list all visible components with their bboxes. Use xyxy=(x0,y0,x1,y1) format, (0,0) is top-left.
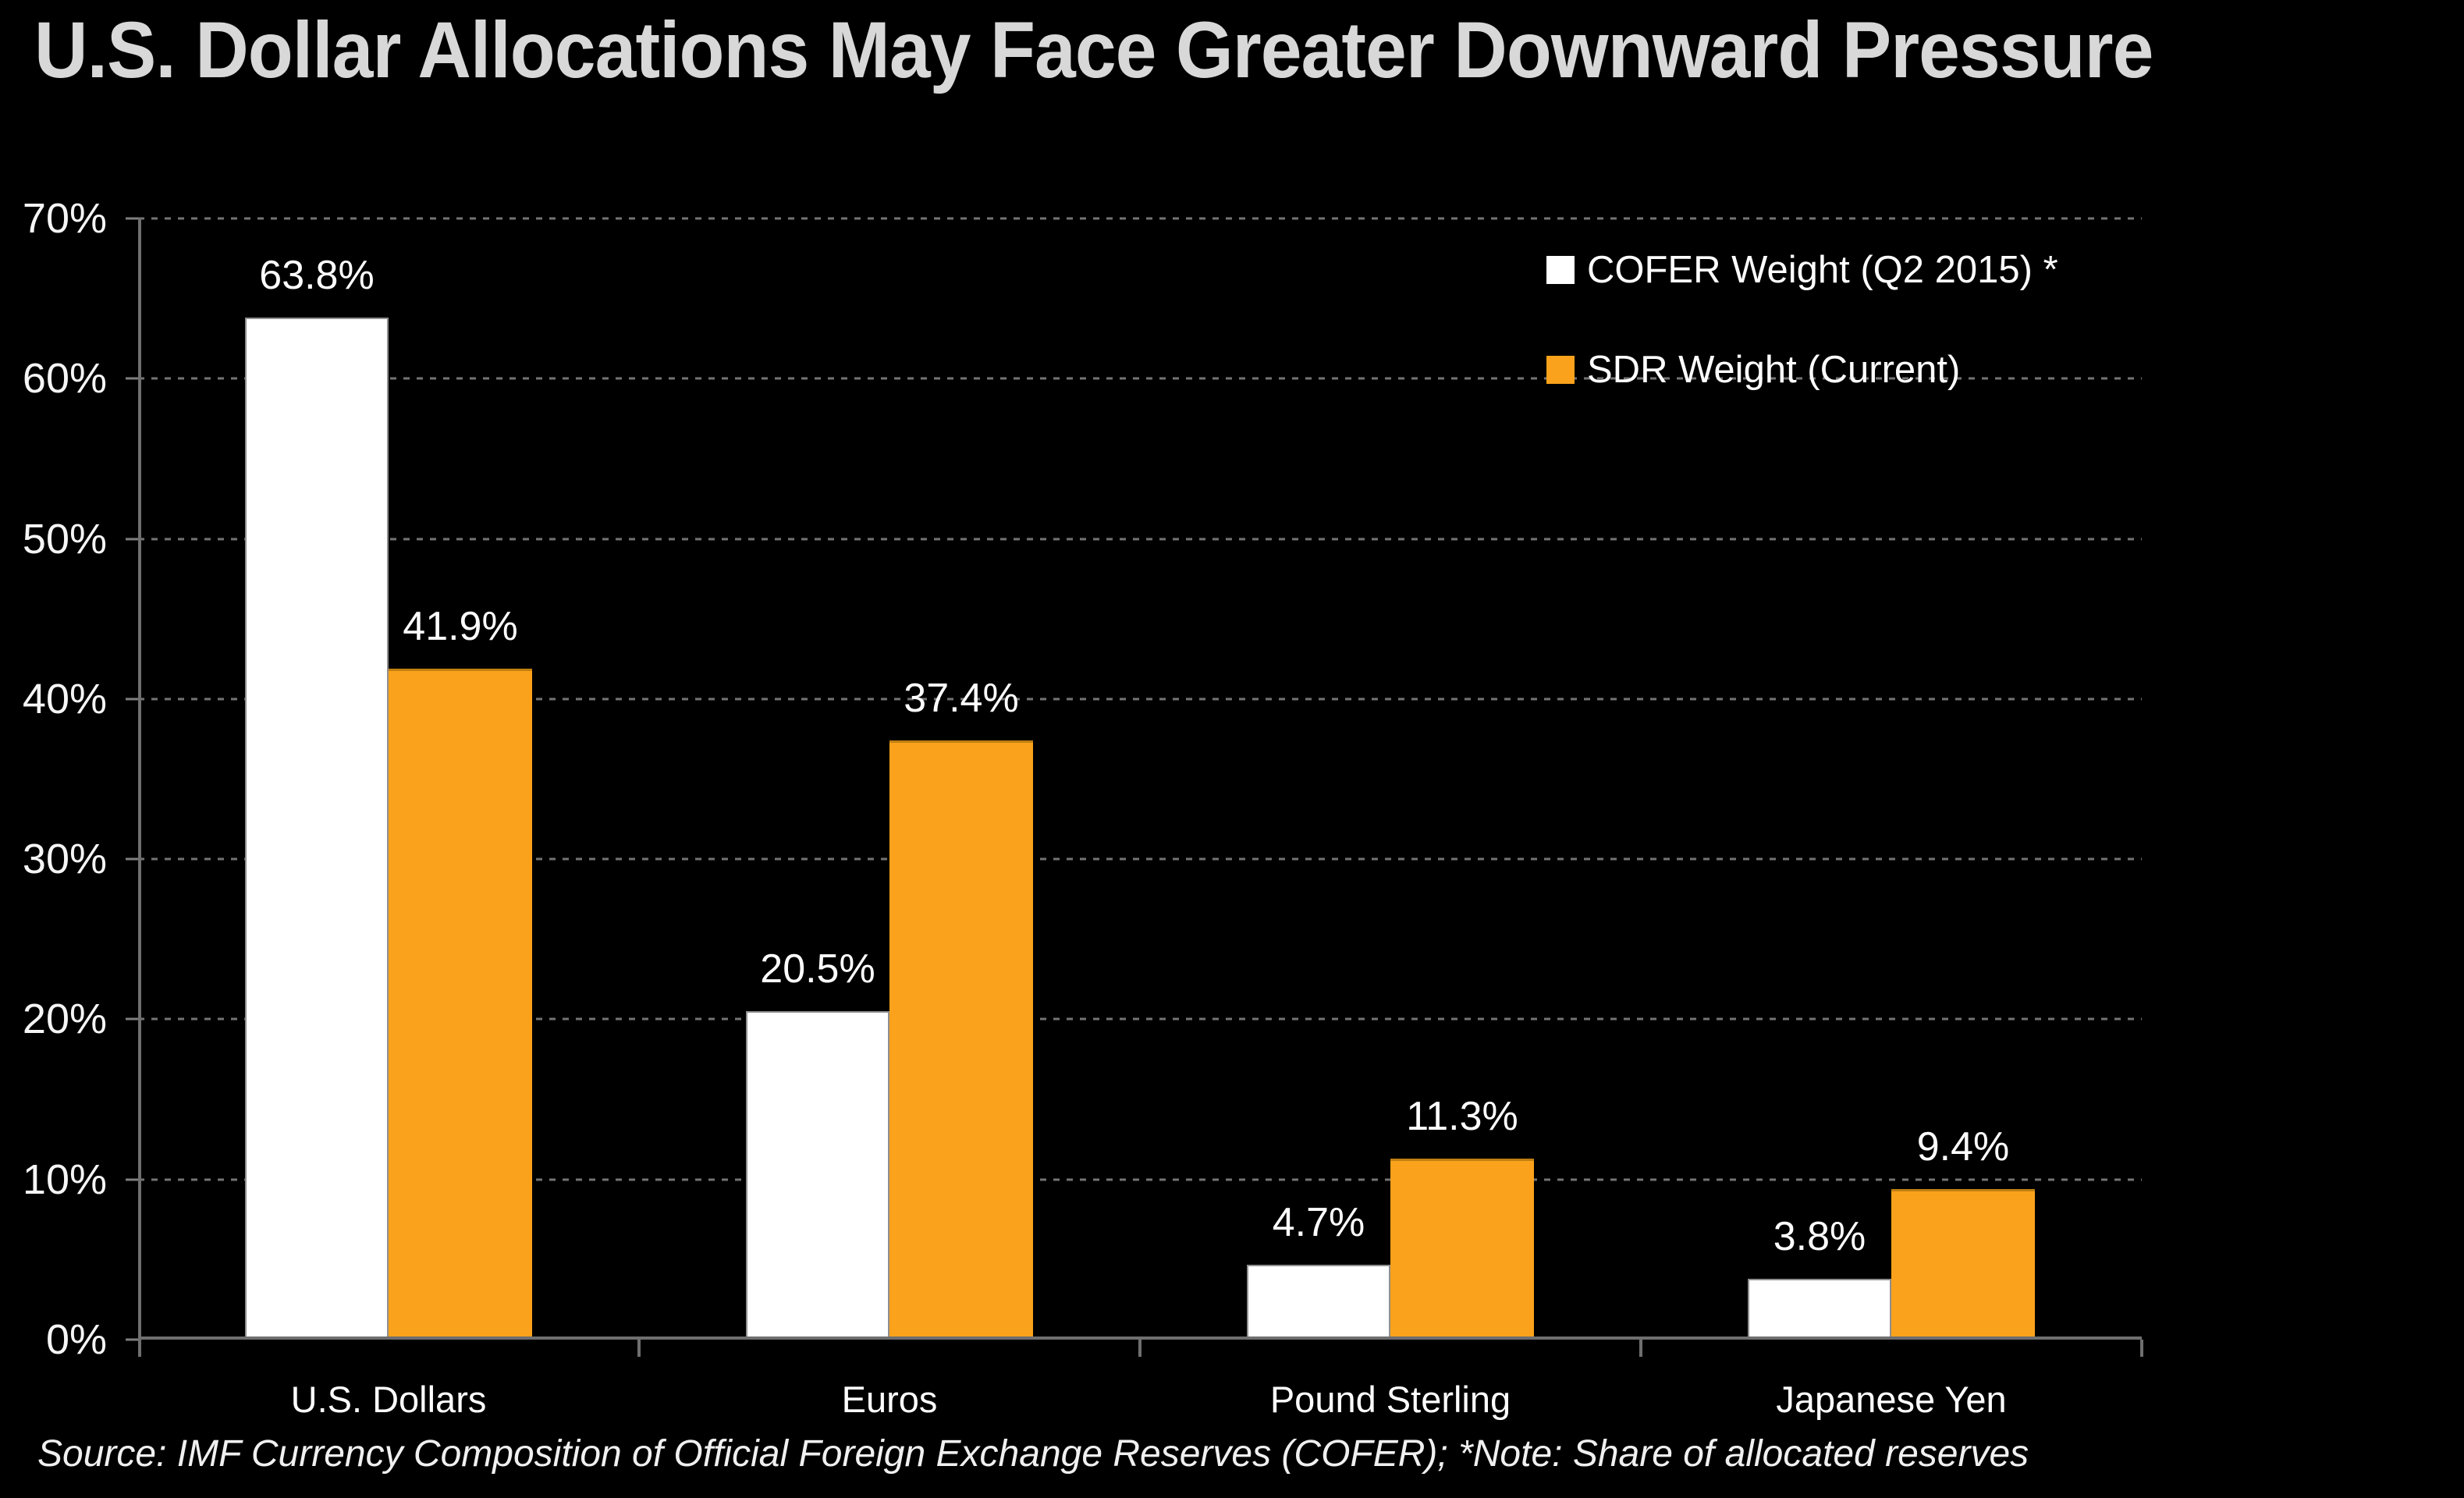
category-label-euros: Euros xyxy=(841,1379,938,1420)
legend-item-cofer: COFER Weight (Q2 2015) * xyxy=(1546,248,2058,292)
category-group-euros: 20.5% 37.4% xyxy=(639,218,1140,1340)
bar-value-label: 3.8% xyxy=(1773,1214,1866,1259)
y-axis-label: 50% xyxy=(22,515,107,563)
x-axis-tick xyxy=(637,1340,641,1357)
bar-value-label: 63.8% xyxy=(259,253,375,299)
bar-value-label: 20.5% xyxy=(760,946,875,992)
category-group-japanese-yen: 3.8% 9.4% xyxy=(1641,218,2142,1340)
bars-region: 63.8% 41.9% 20.5% 37.4% xyxy=(138,218,2142,1340)
bar-value-label: 41.9% xyxy=(403,603,518,649)
x-axis-line xyxy=(138,1336,2142,1340)
bar-value-label: 37.4% xyxy=(904,676,1019,722)
legend-swatch-white xyxy=(1546,256,1575,284)
y-axis-tick xyxy=(126,377,138,380)
y-axis-label: 10% xyxy=(22,1155,107,1203)
x-axis-tick xyxy=(1639,1340,1642,1357)
bar-sdr-us-dollars: 41.9% xyxy=(389,604,532,1340)
bar-value-label: 11.3% xyxy=(1406,1094,1518,1140)
y-axis-line xyxy=(138,218,141,1357)
bar-value-label: 4.7% xyxy=(1272,1199,1365,1245)
y-axis-label: 0% xyxy=(45,1316,107,1363)
category-group-pound-sterling: 4.7% 11.3% xyxy=(1140,218,1641,1340)
legend: COFER Weight (Q2 2015) * SDR Weight (Cur… xyxy=(1546,248,2058,448)
legend-item-sdr: SDR Weight (Current) xyxy=(1546,348,2058,392)
gridline xyxy=(138,698,2142,701)
source-note: Source: IMF Currency Composition of Offi… xyxy=(37,1433,2029,1475)
legend-label: SDR Weight (Current) xyxy=(1587,349,1961,391)
chart-title: U.S. Dollar Allocations May Face Greater… xyxy=(34,5,2153,94)
legend-label: COFER Weight (Q2 2015) * xyxy=(1587,249,2058,291)
y-axis-label: 70% xyxy=(22,195,107,242)
gridline xyxy=(138,217,2142,220)
gridline xyxy=(138,538,2142,541)
y-axis-tick xyxy=(126,217,138,220)
y-axis-tick xyxy=(126,698,138,701)
y-axis-label: 60% xyxy=(22,355,107,403)
category-label-japanese-yen: Japanese Yen xyxy=(1776,1379,2007,1420)
bar-cofer-us-dollars: 63.8% xyxy=(245,253,389,1340)
x-axis-tick xyxy=(2140,1340,2143,1357)
x-axis-tick xyxy=(1138,1340,1141,1357)
y-axis-tick xyxy=(126,857,138,861)
y-axis-tick xyxy=(126,538,138,541)
y-axis-label: 30% xyxy=(22,836,107,883)
plot-area: 70% 60% 50% 40% 30% 20% 10% 0% 63.8% 41.… xyxy=(23,195,2143,1363)
y-axis-label: 40% xyxy=(22,675,107,722)
category-label-pound-sterling: Pound Sterling xyxy=(1269,1379,1511,1420)
category-label-us-dollars: U.S. Dollars xyxy=(290,1379,487,1420)
y-axis-tick xyxy=(126,1017,138,1021)
bar-cofer-japanese-yen: 3.8% xyxy=(1748,1214,1891,1340)
bar-sdr-euros: 37.4% xyxy=(889,676,1033,1340)
bar-cofer-euros: 20.5% xyxy=(746,946,889,1340)
legend-swatch-orange xyxy=(1546,356,1575,384)
gridline xyxy=(138,1017,2142,1021)
gridline xyxy=(138,857,2142,861)
category-group-us-dollars: 63.8% 41.9% xyxy=(138,218,639,1340)
y-axis-tick xyxy=(126,1338,138,1341)
y-axis-tick xyxy=(126,1178,138,1181)
bar-value-label: 9.4% xyxy=(1916,1124,2010,1170)
bar-sdr-pound-sterling: 11.3% xyxy=(1390,1094,1534,1340)
bar-cofer-pound-sterling: 4.7% xyxy=(1247,1200,1390,1340)
bar-sdr-japanese-yen: 9.4% xyxy=(1891,1124,2035,1340)
y-axis-label: 20% xyxy=(22,996,107,1043)
x-axis-category-labels: U.S. Dollars Euros Pound Sterling Japane… xyxy=(138,1378,2142,1421)
gridline xyxy=(138,1178,2142,1181)
gridline xyxy=(138,377,2142,380)
